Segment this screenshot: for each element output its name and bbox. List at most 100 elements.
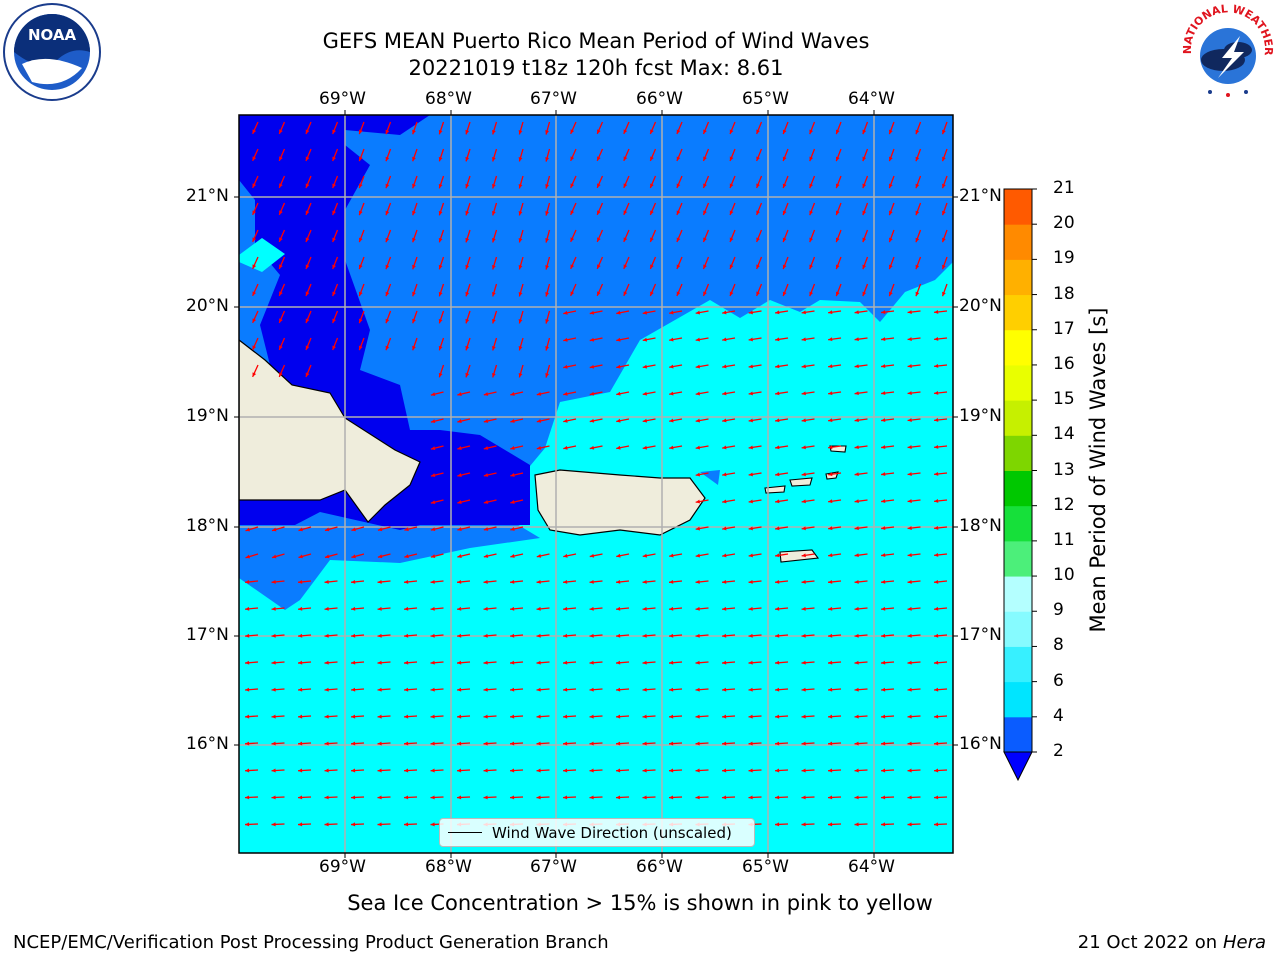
wind-wave-arrow xyxy=(888,148,895,162)
wind-wave-arrow xyxy=(297,795,312,800)
colorbar-tick-label: 16 xyxy=(1053,353,1075,374)
wind-wave-arrow xyxy=(457,445,471,450)
wind-wave-arrow xyxy=(915,175,922,189)
wind-wave-arrow xyxy=(722,472,736,477)
wind-wave-arrow xyxy=(880,633,895,638)
lat-label-right: 17°N xyxy=(959,625,1002,645)
wind-wave-arrow xyxy=(695,337,709,342)
wind-wave-arrow xyxy=(332,310,339,324)
wind-wave-arrow xyxy=(589,364,603,369)
wind-wave-arrow xyxy=(615,579,630,584)
wind-wave-arrow xyxy=(668,687,683,692)
wind-wave-arrow xyxy=(404,553,418,559)
wind-wave-arrow xyxy=(615,660,630,665)
wind-wave-arrow xyxy=(456,714,471,719)
wind-wave-arrow xyxy=(483,768,497,773)
wind-wave-arrow xyxy=(271,741,285,746)
wind-wave-arrow xyxy=(854,579,868,584)
wind-wave-arrow xyxy=(907,310,921,314)
wind-wave-arrow xyxy=(430,579,444,584)
wind-wave-arrow xyxy=(377,795,391,800)
wind-wave-arrow xyxy=(278,148,286,162)
wind-wave-arrow xyxy=(702,121,710,135)
wind-wave-arrow xyxy=(880,822,895,827)
footer-left: NCEP/EMC/Verification Post Processing Pr… xyxy=(13,932,609,953)
wind-wave-arrow xyxy=(350,795,365,800)
lon-label-top: 66°W xyxy=(636,89,683,109)
wind-wave-arrow xyxy=(465,202,471,216)
colorbar-tick-label: 18 xyxy=(1053,283,1075,304)
wind-wave-arrow xyxy=(562,768,577,773)
wind-wave-arrow xyxy=(518,202,524,216)
lon-label-bottom: 67°W xyxy=(530,857,577,877)
wind-wave-arrow xyxy=(324,526,338,532)
wind-wave-arrow xyxy=(492,337,498,351)
colorbar-tick-label: 15 xyxy=(1053,389,1075,410)
lat-label-left: 17°N xyxy=(186,625,229,645)
colorbar-tick-label: 12 xyxy=(1053,494,1075,515)
wind-wave-arrow xyxy=(563,391,577,396)
wind-wave-arrow xyxy=(915,256,922,270)
wind-wave-arrow xyxy=(332,337,339,351)
wind-wave-arrow xyxy=(358,256,365,270)
wind-wave-arrow xyxy=(907,418,921,422)
wind-wave-arrow xyxy=(509,714,524,719)
wind-wave-arrow xyxy=(518,364,524,378)
wind-wave-arrow xyxy=(801,391,815,396)
wind-wave-arrow xyxy=(941,229,948,243)
wind-wave-arrow xyxy=(570,175,577,189)
wind-wave-arrow xyxy=(827,714,842,719)
wind-wave-arrow xyxy=(271,579,285,584)
wind-wave-arrow xyxy=(570,148,577,162)
wind-wave-arrow xyxy=(483,526,497,531)
wind-wave-arrow xyxy=(596,256,604,270)
wind-wave-arrow xyxy=(616,553,630,558)
wind-wave-arrow xyxy=(430,526,444,532)
wind-wave-arrow xyxy=(880,687,895,692)
wind-wave-arrow xyxy=(934,472,948,476)
wind-wave-arrow xyxy=(748,553,762,558)
wind-wave-arrow xyxy=(888,283,895,297)
wind-wave-arrow xyxy=(278,364,286,378)
wind-wave-arrow xyxy=(589,687,603,692)
legend-line-sample xyxy=(448,832,482,833)
colorbar-tick-label: 14 xyxy=(1053,424,1075,445)
wind-wave-arrow xyxy=(385,256,392,270)
wind-wave-arrow xyxy=(252,121,259,135)
wind-wave-arrow xyxy=(324,768,338,773)
wind-wave-arrow xyxy=(465,337,471,351)
colorbar-tick-label: 11 xyxy=(1053,529,1075,550)
wind-wave-arrow xyxy=(616,418,630,423)
colorbar-segment xyxy=(1004,470,1032,507)
wind-wave-arrow xyxy=(649,256,657,270)
wind-wave-arrow xyxy=(695,795,709,800)
wind-wave-arrow xyxy=(278,337,286,351)
wind-wave-arrow xyxy=(271,633,285,638)
wind-wave-arrow xyxy=(888,121,895,135)
nws-logo: NATIONAL WEATHER SERVICE xyxy=(1174,0,1278,106)
wind-wave-arrow xyxy=(589,418,603,423)
wind-wave-arrow xyxy=(729,121,736,135)
wind-wave-arrow xyxy=(536,768,550,773)
land-island-2 xyxy=(779,549,820,563)
wind-wave-arrow xyxy=(358,148,365,162)
wind-wave-arrow xyxy=(350,741,365,746)
wind-wave-arrow xyxy=(377,553,391,559)
wind-wave-arrow xyxy=(465,175,471,189)
wind-wave-arrow xyxy=(351,553,365,559)
wind-wave-arrow xyxy=(518,283,524,297)
wind-wave-arrow xyxy=(880,606,895,611)
colorbar-segment xyxy=(1004,505,1032,542)
wind-wave-arrow xyxy=(809,202,816,216)
wind-wave-arrow xyxy=(729,256,736,270)
wind-wave-arrow xyxy=(801,472,815,477)
wind-wave-arrow xyxy=(623,148,630,162)
colorbar-segment xyxy=(1004,259,1032,296)
colorbar-tick-label: 8 xyxy=(1053,635,1064,656)
wind-wave-arrow xyxy=(623,121,630,135)
wind-wave-arrow xyxy=(941,121,948,135)
wind-wave-arrow xyxy=(545,310,551,324)
wind-wave-arrow xyxy=(888,202,895,216)
wind-wave-arrow xyxy=(748,499,762,504)
wind-wave-arrow xyxy=(748,472,762,477)
